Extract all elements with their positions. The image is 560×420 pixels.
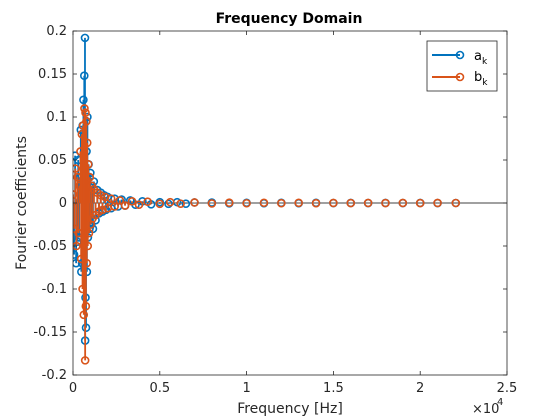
legend-label-b: bk — [474, 70, 488, 88]
marker-b — [82, 138, 92, 148]
marker-b — [165, 197, 175, 207]
y-axis-ticks: -0.2 -0.15 -0.1 -0.05 0 0.05 0.1 0.15 0.2 — [33, 24, 507, 383]
marker-b — [73, 164, 80, 173]
marker-b — [433, 198, 442, 208]
y-axis-label: Fourier coefficients — [14, 136, 30, 270]
marker-b — [155, 199, 165, 209]
marker-b — [73, 241, 81, 251]
y-tick-label: -0.1 — [42, 282, 67, 297]
x-axis-label: Frequency [Hz] — [237, 401, 343, 417]
marker-b — [83, 160, 93, 169]
marker-b — [82, 258, 92, 268]
y-tick-label: 0.15 — [38, 67, 67, 82]
legend-entry-b[interactable]: bk — [432, 70, 488, 88]
marker-b — [294, 198, 303, 208]
x-tick-label: 0 — [69, 381, 77, 396]
marker-b — [329, 198, 338, 208]
x-axis-ticks: 0 0.5 1 1.5 2 2.5 — [69, 31, 517, 396]
x-axis-exponent-power: 4 — [497, 397, 503, 408]
marker-b — [81, 108, 90, 117]
legend[interactable]: ak bk — [426, 40, 498, 92]
marker-b — [106, 194, 116, 203]
y-tick-label: 0.2 — [46, 24, 67, 39]
series-b — [73, 104, 461, 365]
y-tick-label: 0.05 — [38, 153, 67, 168]
marker-b — [224, 198, 234, 207]
legend-entry-a[interactable]: ak — [432, 49, 488, 67]
y-tick-label: -0.05 — [33, 239, 67, 254]
x-tick-label: 0.5 — [149, 381, 170, 396]
marker-b — [134, 200, 144, 210]
marker-b — [398, 198, 408, 208]
x-tick-label: 2 — [416, 381, 424, 396]
marker-b — [120, 201, 130, 210]
marker-b — [80, 104, 89, 113]
marker-b — [451, 198, 461, 208]
y-tick-label: 0 — [59, 196, 67, 211]
marker-b — [143, 197, 152, 207]
marker-b — [84, 228, 94, 238]
marker-a — [164, 199, 173, 209]
marker-b — [83, 241, 93, 251]
legend-label-a: ak — [474, 49, 488, 67]
y-tick-label: -0.15 — [33, 325, 67, 340]
marker-b — [79, 310, 89, 320]
x-tick-label: 1 — [242, 381, 250, 396]
marker-b — [115, 196, 125, 205]
marker-b — [85, 172, 95, 182]
marker-b — [127, 196, 137, 206]
marker-b — [73, 190, 78, 199]
marker-a — [73, 196, 78, 206]
marker-b — [415, 198, 425, 208]
marker-b — [346, 198, 356, 208]
y-tick-label: -0.2 — [42, 368, 67, 383]
x-tick-label: 2.5 — [497, 381, 518, 396]
marker-b — [259, 198, 269, 208]
legend-marker-b — [455, 72, 465, 82]
marker-b — [176, 199, 185, 208]
legend-box — [426, 40, 498, 92]
marker-b — [96, 190, 106, 200]
marker-b — [277, 198, 286, 208]
marker-b — [311, 198, 321, 208]
marker-b — [381, 198, 390, 208]
x-axis-exponent-base: ×10 — [472, 402, 499, 417]
marker-a — [80, 33, 90, 43]
legend-marker-a — [455, 50, 465, 60]
marker-b — [363, 198, 373, 208]
x-axis-exponent: ×10 4 — [472, 397, 503, 417]
marker-b — [242, 198, 251, 208]
x-tick-label: 1.5 — [323, 381, 344, 396]
marker-a — [73, 258, 81, 268]
chart-title: Frequency Domain — [216, 11, 363, 27]
y-tick-label: 0.1 — [46, 110, 67, 125]
marker-b — [82, 117, 91, 126]
marker-a — [181, 199, 191, 208]
marker-b — [81, 301, 91, 311]
series-layer — [73, 33, 461, 365]
marker-b — [207, 199, 217, 208]
marker-b — [110, 202, 119, 211]
marker-b — [80, 356, 90, 365]
marker-b — [190, 198, 199, 207]
marker-b — [98, 205, 107, 215]
marker-a — [73, 250, 79, 259]
